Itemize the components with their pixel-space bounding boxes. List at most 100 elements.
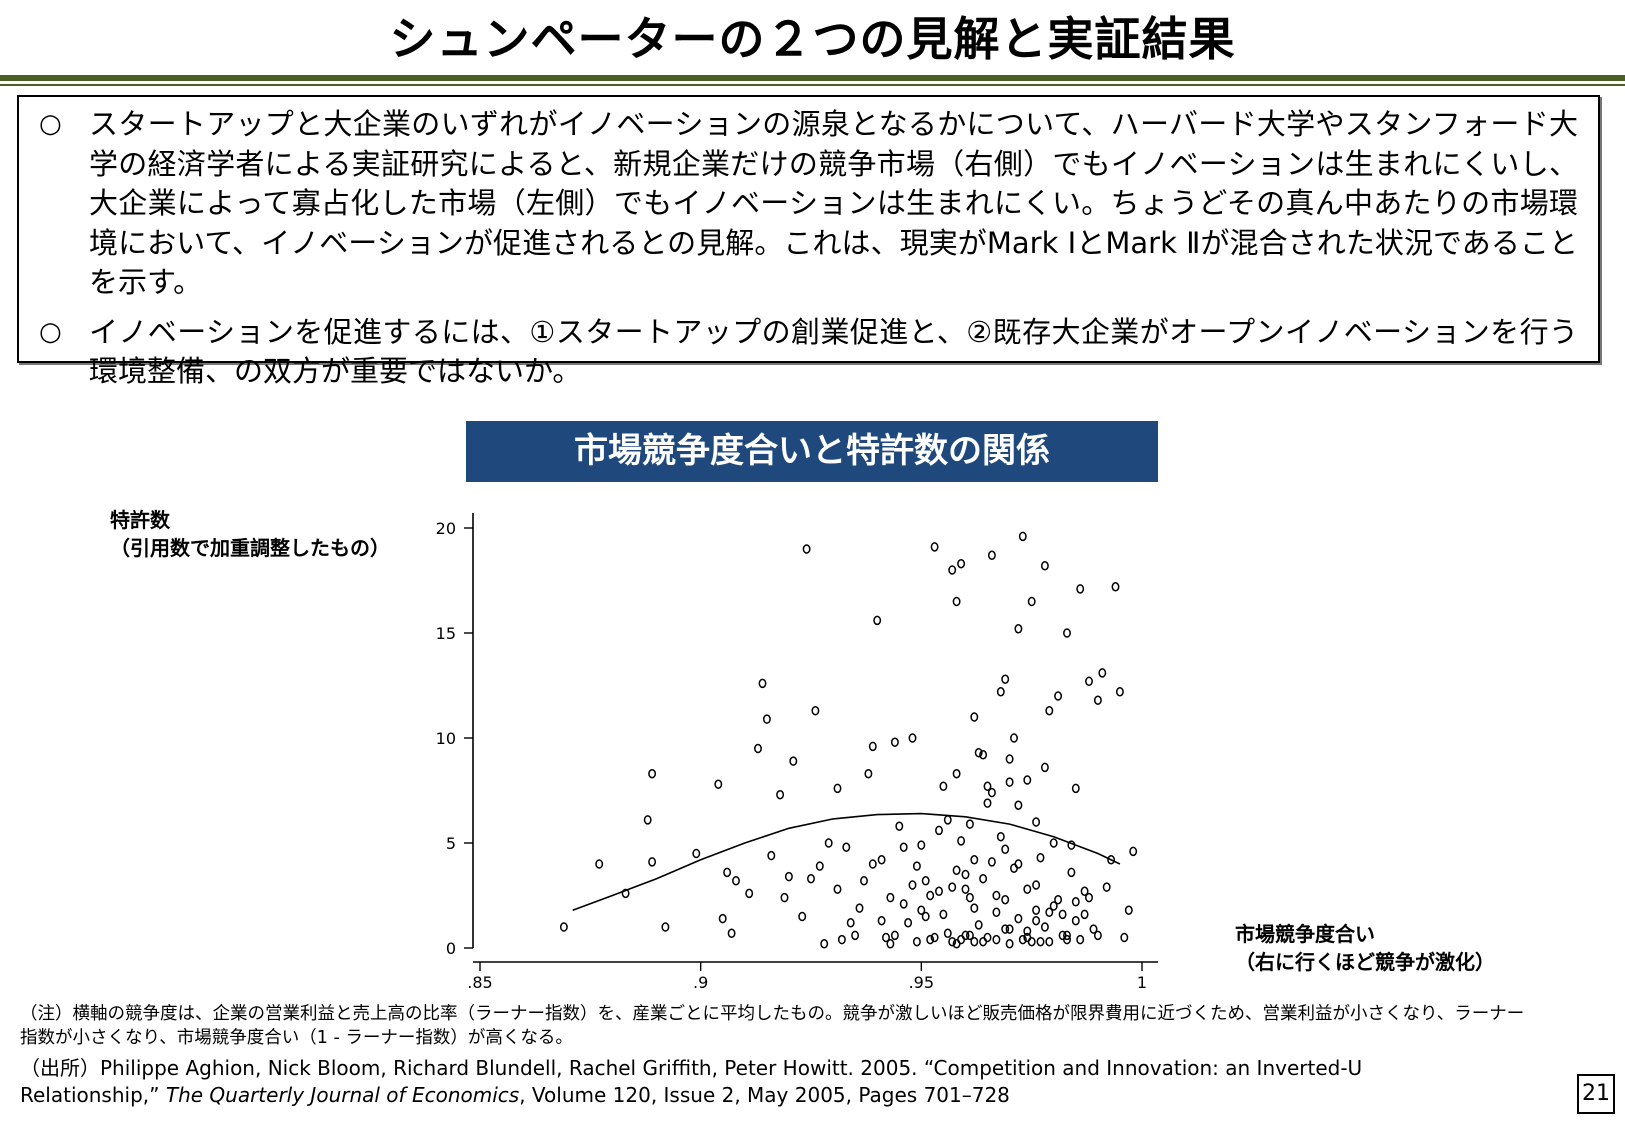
data-point	[961, 930, 970, 941]
data-point	[996, 831, 1005, 842]
x-tick-label: .95	[909, 973, 934, 992]
data-point	[970, 855, 979, 865]
data-point	[1058, 909, 1067, 920]
data-point	[873, 615, 882, 626]
data-point	[1018, 531, 1027, 542]
y-axis-label-line1: 特許数	[110, 508, 170, 532]
data-point	[723, 867, 732, 878]
data-point	[877, 915, 886, 926]
data-point	[1098, 668, 1107, 678]
data-point	[1005, 924, 1014, 934]
data-point	[732, 876, 740, 886]
data-point	[882, 932, 890, 943]
data-point	[714, 779, 723, 789]
page-title: シュンペーターの２つの見解と実証結果	[389, 12, 1236, 66]
data-point	[957, 836, 966, 846]
data-point	[1010, 733, 1018, 743]
data-point	[965, 819, 974, 829]
data-point	[1014, 859, 1023, 869]
data-point	[917, 905, 926, 915]
source-journal: The Quarterly Journal of Economics	[165, 1083, 520, 1107]
data-point	[1040, 762, 1049, 773]
data-point	[935, 886, 943, 897]
data-point	[895, 821, 904, 831]
data-point	[1027, 936, 1036, 947]
data-point	[1036, 852, 1045, 863]
data-point	[692, 848, 701, 859]
data-point	[948, 882, 957, 892]
data-point	[965, 930, 974, 941]
source-suffix: , Volume 120, Issue 2, May 2005, Pages 7…	[519, 1083, 1010, 1107]
data-point	[952, 768, 961, 779]
data-point	[979, 873, 988, 884]
data-point	[935, 825, 943, 836]
data-point	[784, 871, 793, 882]
fit-curve	[572, 812, 1121, 911]
data-point	[621, 888, 630, 899]
x-tick-label: .85	[467, 973, 492, 992]
data-point	[1111, 582, 1120, 592]
data-point	[952, 596, 961, 607]
data-point	[943, 815, 952, 825]
data-point	[1001, 674, 1010, 684]
data-point	[754, 743, 762, 754]
data-point	[992, 890, 1001, 901]
data-point	[727, 928, 736, 939]
summary-bullet: ○ イノベーションを促進するには、①スタートアップの創業促進と、②既存大企業がオ…	[39, 313, 1578, 392]
data-point	[877, 855, 886, 865]
data-point	[648, 768, 657, 779]
data-point	[930, 932, 939, 943]
data-point	[1005, 939, 1014, 949]
data-point	[1054, 894, 1063, 905]
y-tick-label: 10	[436, 729, 456, 748]
data-point	[974, 747, 983, 758]
data-point	[899, 899, 908, 909]
data-point	[643, 815, 652, 825]
data-point	[1076, 584, 1085, 594]
data-point	[1085, 676, 1093, 687]
data-point	[886, 939, 895, 949]
data-point	[890, 930, 899, 941]
data-point	[1124, 905, 1133, 915]
data-point	[957, 558, 966, 569]
y-axis-label: 特許数 （引用数で加重調整したもの）	[110, 506, 390, 562]
data-point	[815, 861, 824, 871]
data-point	[957, 934, 966, 945]
summary-bullet-text: スタートアップと大企業のいずれがイノベーションの源泉となるかについて、ハーバード…	[89, 107, 1578, 299]
data-point	[890, 737, 899, 747]
data-point	[767, 850, 776, 861]
data-point	[1107, 855, 1116, 865]
source-citation: （出所）Philippe Aghion, Nick Bloom, Richard…	[20, 1055, 1500, 1109]
data-point	[745, 888, 754, 899]
data-point	[1089, 924, 1098, 934]
data-point	[1067, 867, 1076, 878]
data-point	[1023, 884, 1032, 894]
data-point	[926, 934, 935, 945]
data-point	[780, 892, 789, 903]
bullet-circle-icon: ○	[39, 109, 62, 139]
data-point	[965, 892, 974, 903]
data-point	[1005, 777, 1014, 787]
data-point	[979, 750, 988, 760]
data-point	[595, 859, 604, 869]
data-point	[868, 741, 877, 752]
data-point	[912, 861, 921, 871]
data-point	[1049, 901, 1058, 911]
data-point	[851, 930, 860, 941]
chart-title: 市場競争度合いと特許数の関係	[466, 421, 1158, 482]
data-point	[1032, 880, 1041, 890]
data-point	[1014, 913, 1023, 924]
data-point	[1001, 894, 1010, 905]
data-point	[1115, 687, 1124, 697]
x-axis-label: 市場競争度合い （右に行くほど競争が激化）	[1235, 920, 1495, 976]
x-axis-label-line2: （右に行くほど競争が激化）	[1235, 950, 1495, 974]
bullet-circle-icon: ○	[39, 316, 62, 347]
data-point	[1080, 909, 1089, 920]
data-point	[1093, 930, 1102, 941]
data-point	[1080, 886, 1089, 897]
data-point	[904, 918, 913, 928]
data-point	[970, 712, 979, 722]
data-point	[1001, 844, 1010, 855]
data-point	[912, 936, 921, 947]
data-point	[1076, 934, 1085, 945]
